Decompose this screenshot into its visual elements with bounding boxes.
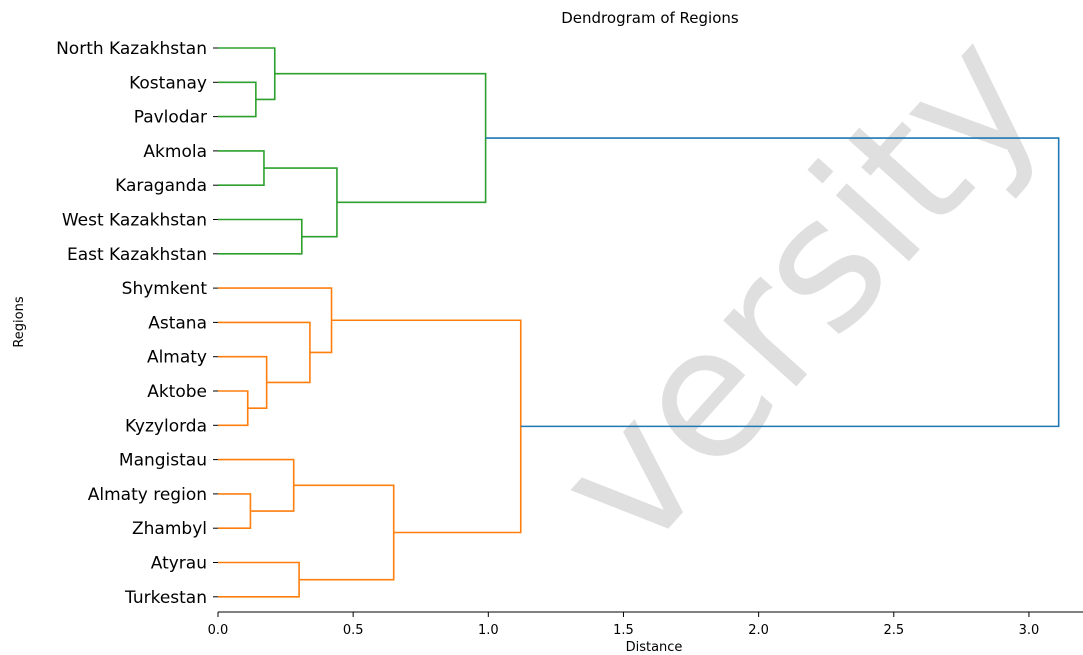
dendrogram-link (218, 218, 303, 255)
dendrogram-link (485, 137, 1060, 428)
x-tick-label: 1.0 (478, 623, 499, 638)
leaf-label: Akmola (143, 142, 207, 162)
leaf-label: Mangistau (119, 451, 207, 471)
dendrogram-link (293, 484, 395, 581)
dendrogram-link (218, 458, 295, 512)
x-axis-label: Distance (626, 640, 683, 655)
dendrogram-link (218, 47, 276, 101)
x-tick-label: 0.0 (208, 623, 229, 638)
x-axis-ticks: 0.0 0.5 1.0 1.5 2.0 2.5 3.0 (208, 612, 1040, 638)
dendrogram-link (218, 390, 249, 427)
leaf-label: Kyzylorda (125, 416, 207, 436)
leaf-label: Aktobe (147, 382, 207, 402)
dendrogram-link (218, 81, 257, 118)
x-tick-label: 2.0 (748, 623, 769, 638)
leaf-label: Almaty (147, 348, 207, 368)
leaf-label: Turkestan (124, 588, 207, 608)
dendrogram-links (218, 47, 1060, 598)
leaf-label: Karaganda (115, 176, 207, 196)
y-axis-label: Regions (12, 296, 27, 348)
leaf-label: Zhambyl (132, 519, 207, 539)
x-tick-label: 0.5 (343, 623, 364, 638)
dendrogram-link (263, 167, 338, 238)
dendrogram-link (218, 355, 268, 409)
watermark-text: versity (517, 0, 1082, 589)
dendrogram-link (218, 561, 300, 598)
dendrogram-link (218, 321, 311, 384)
leaf-label: Almaty region (88, 485, 207, 505)
x-tick-label: 2.5 (883, 623, 904, 638)
dendrogram-link (331, 319, 522, 534)
dendrogram-link (218, 150, 265, 186)
leaf-label: Pavlodar (134, 108, 207, 128)
leaf-label: Shymkent (122, 279, 208, 299)
x-tick-label: 3.0 (1019, 623, 1040, 638)
leaf-label: Kostanay (129, 73, 207, 93)
y-axis-leaf-labels: North Kazakhstan Kostanay Pavlodar Akmola Ka… (56, 39, 218, 608)
leaf-label: East Kazakhstan (67, 245, 207, 265)
leaf-label: North Kazakhstan (56, 39, 207, 59)
dendrogram-link (218, 287, 333, 354)
dendrogram-link (274, 72, 487, 204)
leaf-label: West Kazakhstan (62, 211, 207, 231)
chart-title: Dendrogram of Regions (561, 9, 739, 27)
x-tick-label: 1.5 (613, 623, 634, 638)
leaf-label: Astana (148, 313, 207, 333)
dendrogram-link (218, 493, 252, 529)
leaf-label: Atyrau (151, 554, 207, 574)
